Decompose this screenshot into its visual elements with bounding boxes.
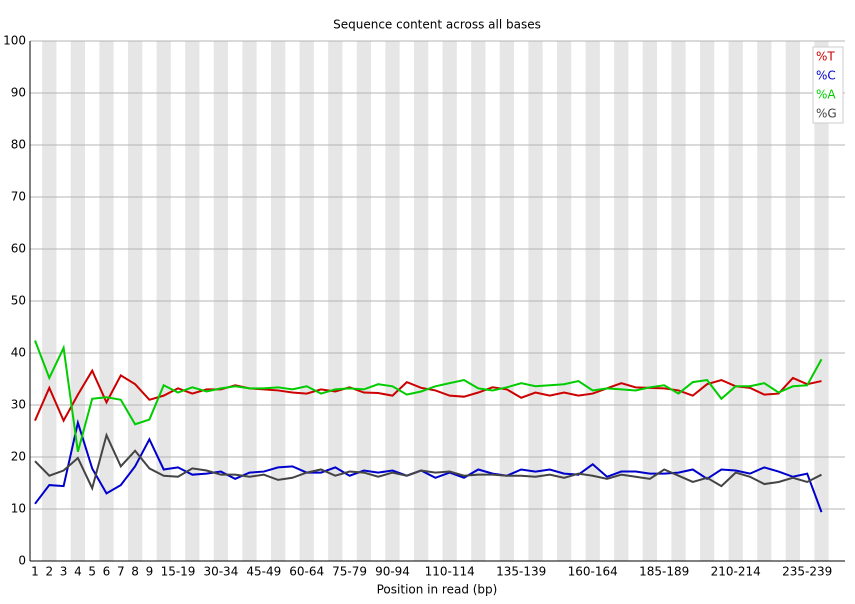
y-tick-label: 50 [11, 294, 26, 308]
series-line [34, 432, 822, 492]
legend-entry: %C [816, 69, 836, 83]
legend-entry: %T [816, 50, 835, 64]
x-tick-label: 210-214 [711, 565, 761, 579]
x-tick-label: 2 [45, 565, 53, 579]
series-line [34, 340, 823, 453]
x-tick-label: 185-189 [639, 565, 689, 579]
y-tick-label: 90 [11, 86, 26, 100]
y-tick-label: 70 [11, 190, 26, 204]
x-tick-label: 9 [146, 565, 154, 579]
y-tick-label: 10 [11, 502, 26, 516]
x-tick-label: 60-64 [289, 565, 324, 579]
legend-box [812, 46, 844, 124]
y-tick-label: 30 [11, 398, 26, 412]
x-tick-label: 45-49 [246, 565, 281, 579]
series-line [34, 418, 823, 513]
y-tick-label: 0 [18, 554, 26, 568]
y-tick-label: 100 [3, 34, 26, 48]
x-tick-label: 7 [117, 565, 125, 579]
x-tick-label: 160-164 [568, 565, 618, 579]
x-tick-label: 3 [60, 565, 68, 579]
chart-title: Sequence content across all bases [333, 18, 541, 32]
x-tick-label: 235-239 [782, 565, 832, 579]
x-tick-label: 30-34 [203, 565, 238, 579]
y-tick-label: 40 [11, 346, 26, 360]
y-tick-label: 20 [11, 450, 26, 464]
legend-entry: %A [816, 88, 836, 102]
x-tick-label: 8 [131, 565, 139, 579]
x-tick-label: 4 [74, 565, 82, 579]
y-tick-label: 80 [11, 138, 26, 152]
x-tick-label: 1 [31, 565, 39, 579]
x-tick-label: 135-139 [496, 565, 546, 579]
x-tick-label: 6 [103, 565, 111, 579]
x-tick-label: 75-79 [332, 565, 367, 579]
x-tick-label: 110-114 [425, 565, 475, 579]
x-tick-label: 5 [88, 565, 96, 579]
x-tick-label: 90-94 [375, 565, 410, 579]
legend-entry: %G [816, 107, 837, 121]
x-axis-label: Position in read (bp) [377, 583, 498, 597]
x-tick-label: 15-19 [161, 565, 196, 579]
y-tick-label: 60 [11, 242, 26, 256]
